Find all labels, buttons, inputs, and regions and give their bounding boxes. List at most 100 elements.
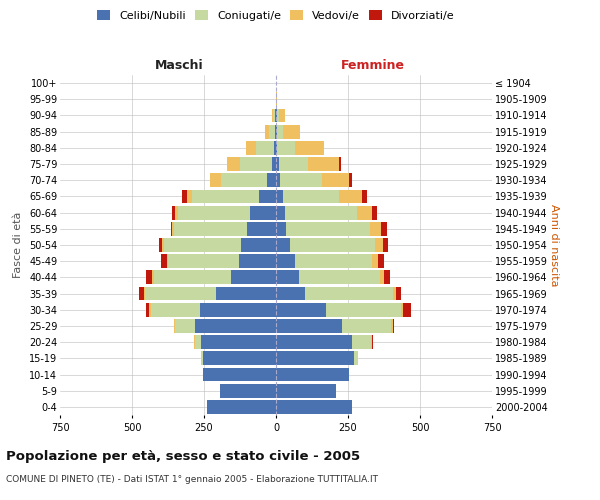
Bar bbox=[152, 270, 154, 284]
Bar bbox=[276, 368, 349, 382]
Bar bbox=[277, 108, 279, 122]
Bar bbox=[279, 157, 308, 171]
Y-axis label: Fasce di età: Fasce di età bbox=[13, 212, 23, 278]
Bar bbox=[146, 303, 149, 316]
Bar bbox=[272, 157, 276, 171]
Bar bbox=[276, 222, 286, 235]
Bar bbox=[221, 174, 268, 187]
Bar bbox=[259, 190, 276, 203]
Bar bbox=[276, 190, 283, 203]
Bar bbox=[161, 254, 167, 268]
Bar bbox=[167, 254, 168, 268]
Bar bbox=[227, 157, 240, 171]
Bar bbox=[391, 319, 392, 333]
Bar bbox=[203, 368, 276, 382]
Bar bbox=[384, 270, 390, 284]
Bar bbox=[171, 222, 172, 235]
Bar bbox=[276, 141, 277, 154]
Bar bbox=[193, 190, 259, 203]
Bar bbox=[196, 319, 276, 333]
Bar bbox=[392, 319, 394, 333]
Bar bbox=[380, 270, 384, 284]
Bar bbox=[277, 141, 295, 154]
Bar bbox=[276, 336, 352, 349]
Bar bbox=[277, 125, 283, 138]
Bar bbox=[284, 206, 356, 220]
Bar bbox=[376, 238, 383, 252]
Bar bbox=[395, 286, 401, 300]
Bar bbox=[283, 190, 340, 203]
Bar bbox=[239, 254, 276, 268]
Legend: Celibi/Nubili, Coniugati/e, Vedovi/e, Divorziati/e: Celibi/Nubili, Coniugati/e, Vedovi/e, Di… bbox=[95, 8, 457, 23]
Bar bbox=[381, 222, 387, 235]
Bar bbox=[373, 206, 377, 220]
Bar bbox=[256, 141, 274, 154]
Bar bbox=[139, 286, 143, 300]
Bar bbox=[276, 286, 305, 300]
Bar bbox=[174, 319, 175, 333]
Bar bbox=[272, 108, 273, 122]
Bar bbox=[295, 254, 373, 268]
Bar bbox=[403, 303, 412, 316]
Bar bbox=[276, 400, 352, 414]
Bar bbox=[232, 270, 276, 284]
Bar bbox=[201, 352, 203, 365]
Bar bbox=[145, 286, 215, 300]
Bar bbox=[276, 125, 277, 138]
Bar bbox=[172, 206, 175, 220]
Bar bbox=[286, 222, 370, 235]
Bar bbox=[172, 222, 174, 235]
Bar bbox=[154, 270, 232, 284]
Bar bbox=[275, 125, 276, 138]
Bar bbox=[247, 141, 256, 154]
Bar bbox=[276, 319, 342, 333]
Y-axis label: Anni di nascita: Anni di nascita bbox=[549, 204, 559, 286]
Bar bbox=[392, 286, 395, 300]
Bar bbox=[250, 206, 276, 220]
Bar bbox=[187, 190, 193, 203]
Bar bbox=[370, 222, 381, 235]
Bar bbox=[290, 238, 376, 252]
Bar bbox=[175, 319, 196, 333]
Bar bbox=[160, 238, 162, 252]
Bar bbox=[265, 125, 269, 138]
Bar bbox=[268, 174, 276, 187]
Bar bbox=[175, 206, 178, 220]
Bar bbox=[207, 400, 276, 414]
Bar bbox=[299, 270, 380, 284]
Bar bbox=[162, 238, 164, 252]
Bar bbox=[276, 303, 326, 316]
Bar bbox=[295, 141, 323, 154]
Bar bbox=[178, 206, 250, 220]
Bar bbox=[276, 352, 354, 365]
Bar bbox=[274, 141, 276, 154]
Text: COMUNE DI PINETO (TE) - Dati ISTAT 1° gennaio 2005 - Elaborazione TUTTITALIA.IT: COMUNE DI PINETO (TE) - Dati ISTAT 1° ge… bbox=[6, 475, 378, 484]
Bar bbox=[308, 157, 340, 171]
Bar bbox=[174, 222, 247, 235]
Bar bbox=[164, 238, 241, 252]
Text: Femmine: Femmine bbox=[341, 59, 405, 72]
Bar bbox=[203, 352, 276, 365]
Bar bbox=[283, 125, 300, 138]
Bar bbox=[362, 190, 367, 203]
Bar bbox=[378, 254, 384, 268]
Bar bbox=[372, 336, 373, 349]
Bar bbox=[194, 336, 196, 349]
Bar bbox=[276, 206, 284, 220]
Bar bbox=[269, 125, 275, 138]
Bar bbox=[276, 254, 295, 268]
Bar bbox=[240, 157, 272, 171]
Bar bbox=[143, 286, 145, 300]
Text: Maschi: Maschi bbox=[154, 59, 203, 72]
Bar bbox=[276, 174, 280, 187]
Bar bbox=[280, 174, 322, 187]
Bar bbox=[349, 174, 352, 187]
Bar bbox=[340, 157, 341, 171]
Bar bbox=[342, 319, 391, 333]
Bar bbox=[326, 303, 401, 316]
Bar bbox=[276, 238, 290, 252]
Bar bbox=[201, 336, 276, 349]
Bar bbox=[279, 108, 284, 122]
Bar bbox=[322, 174, 349, 187]
Bar bbox=[146, 270, 152, 284]
